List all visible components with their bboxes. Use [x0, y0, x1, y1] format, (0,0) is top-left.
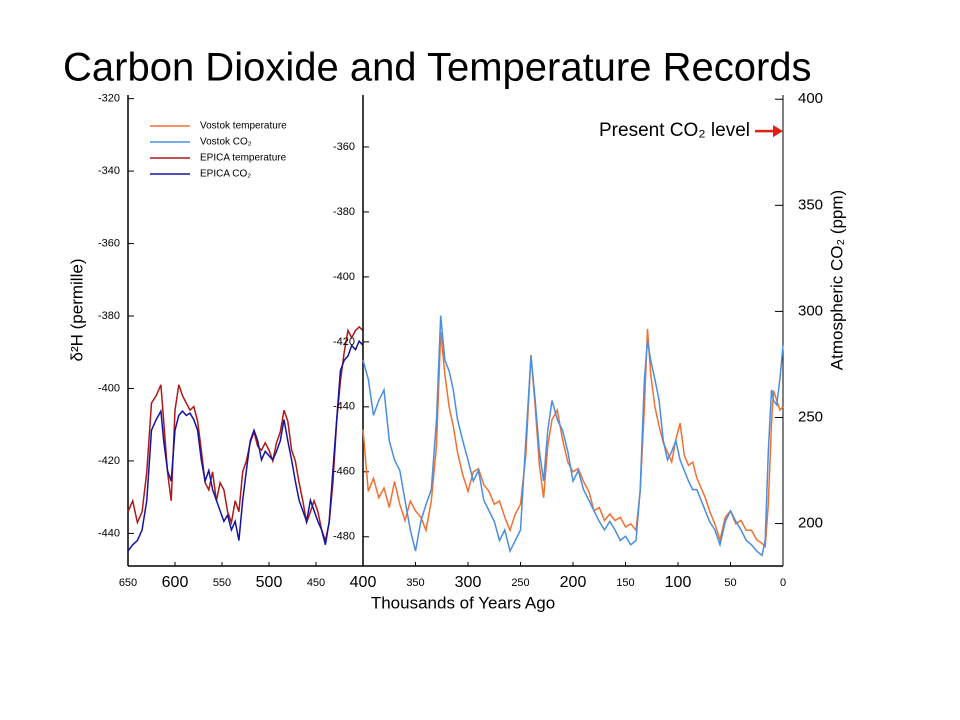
- y-tick-label: -440: [333, 401, 355, 413]
- legend-label: Vostok CO₂: [200, 137, 252, 148]
- x-tick-label: 300: [455, 574, 482, 591]
- x-tick-label: 150: [616, 577, 634, 589]
- y2-tick-label: 200: [798, 515, 823, 532]
- x-tick-label: 0: [780, 577, 786, 589]
- y-axis-label: δ²H (permille): [67, 259, 86, 362]
- y2-tick-label: 300: [798, 302, 823, 319]
- x-tick-label: 600: [162, 574, 189, 591]
- y-tick-label: -360: [333, 141, 355, 153]
- y2-tick-label: 400: [798, 90, 823, 107]
- legend-label: EPICA CO₂: [200, 169, 251, 180]
- y-tick-label: -480: [333, 531, 355, 543]
- y-tick-label: -400: [98, 382, 120, 394]
- x-tick-label: 450: [307, 577, 325, 589]
- series-line: [362, 328, 784, 549]
- y-tick-label: -420: [333, 336, 355, 348]
- x-tick-label: 250: [511, 577, 529, 589]
- y-tick-label: -320: [98, 93, 120, 105]
- chart-title: Carbon Dioxide and Temperature Records: [63, 46, 812, 90]
- x-tick-label: 650: [119, 577, 137, 589]
- y2-axis-label: Atmospheric CO₂ (ppm): [827, 190, 846, 370]
- x-tick-label: 50: [724, 577, 736, 589]
- annotation-arrowhead: [773, 125, 783, 138]
- y-tick-label: -380: [333, 206, 355, 218]
- x-tick-label: 200: [560, 574, 587, 591]
- x-tick-label: 100: [665, 574, 692, 591]
- x-tick-label: 350: [406, 577, 424, 589]
- x-tick-label: 550: [213, 577, 231, 589]
- legend-label: Vostok temperature: [200, 121, 287, 132]
- y2-tick-label: 350: [798, 196, 823, 213]
- y-tick-label: -360: [98, 237, 120, 249]
- y-tick-label: -380: [98, 310, 120, 322]
- series-line: [127, 339, 364, 552]
- legend-label: EPICA temperature: [200, 153, 287, 164]
- annotation: Present CO₂ level: [599, 120, 750, 141]
- x-tick-label: 500: [256, 574, 283, 591]
- series-line: [362, 315, 784, 557]
- x-axis-label: Thousands of Years Ago: [371, 593, 555, 612]
- y2-tick-label: 250: [798, 408, 823, 425]
- y-tick-label: -460: [333, 466, 355, 478]
- y-tick-label: -400: [333, 271, 355, 283]
- x-tick-label: 400: [350, 574, 377, 591]
- y-tick-label: -440: [98, 527, 120, 539]
- y-tick-label: -340: [98, 165, 120, 177]
- y-tick-label: -420: [98, 455, 120, 467]
